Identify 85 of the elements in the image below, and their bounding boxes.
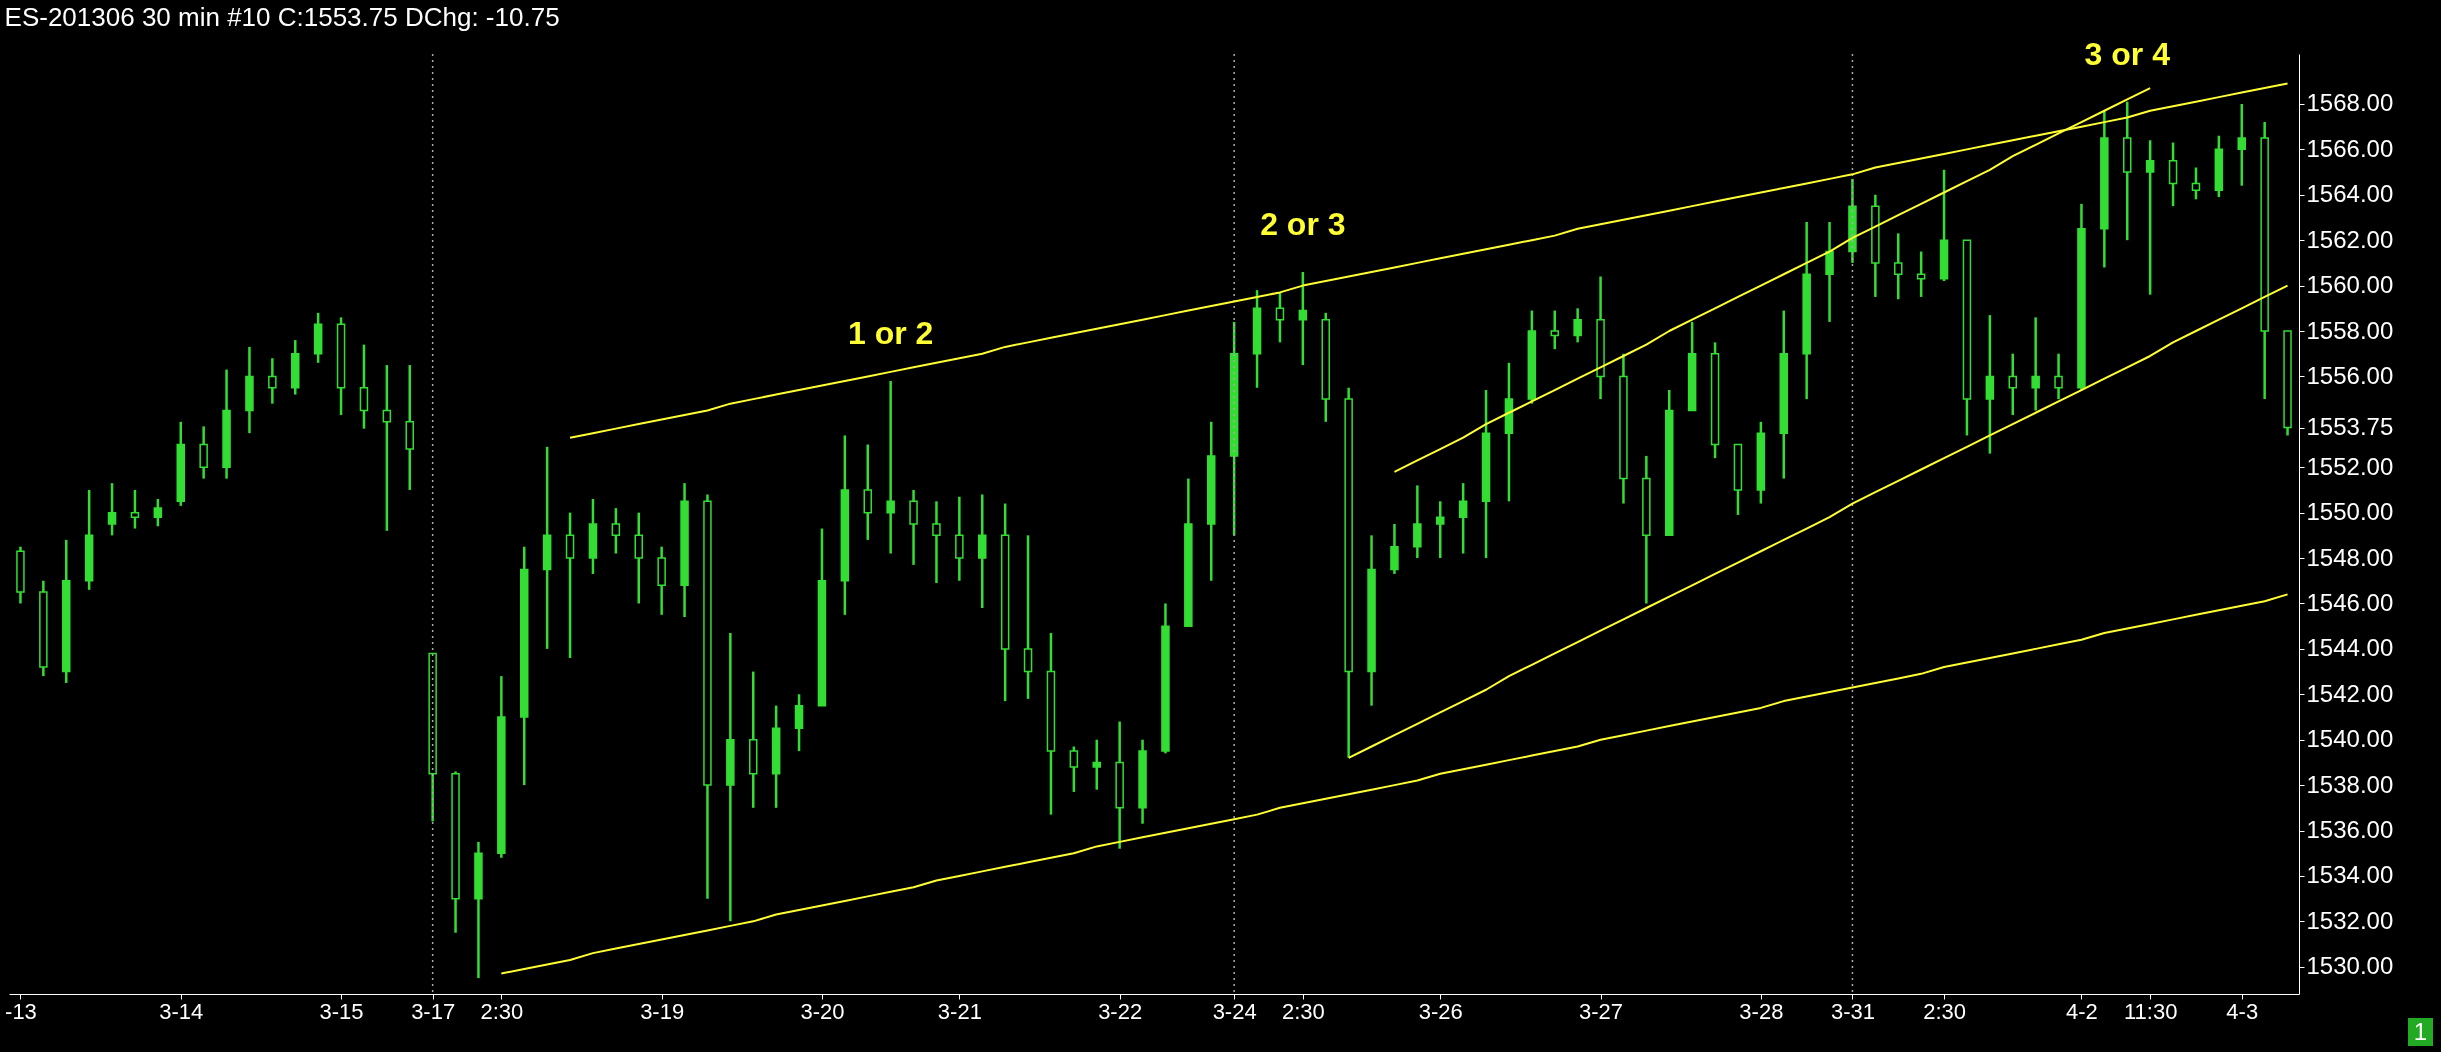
candlestick — [2237, 102, 2246, 187]
x-tick-label: 4-2 — [2066, 998, 2098, 1024]
annotation: 2 or 3 — [1260, 205, 1346, 242]
candlestick — [565, 511, 575, 660]
candlestick — [1573, 307, 1582, 344]
candlestick — [1092, 738, 1101, 791]
candlestick — [1894, 232, 1903, 301]
y-tick-label: 1560.00 — [2306, 271, 2394, 299]
candlestick — [955, 495, 964, 583]
candlestick — [1413, 484, 1422, 560]
x-tick-label: 2:30 — [480, 998, 524, 1024]
candlestick — [1916, 250, 1926, 299]
y-tick-label: 1530.00 — [2306, 952, 2394, 980]
line-series — [500, 593, 2289, 975]
text: 1 — [2407, 1018, 2433, 1046]
x-tick-label: 3-28 — [1739, 998, 1784, 1024]
x-tick-label: 3-15 — [319, 998, 364, 1024]
chart-title: ES-201306 30 min #10 C:1553.75 DChg: -10.75 — [4, 1, 560, 32]
candlestick — [909, 488, 918, 567]
line-series — [1347, 284, 2289, 759]
x-tick-label: 2:30 — [1281, 998, 1325, 1024]
candlestick — [130, 488, 140, 530]
x-tick-label: 3-27 — [1579, 998, 1624, 1024]
x-tick-label: 3-26 — [1418, 998, 1463, 1024]
y-tick-label: 1558.00 — [2306, 316, 2394, 344]
y-tick-label: 1552.00 — [2306, 452, 2394, 480]
y-tick-label: 1568.00 — [2306, 89, 2394, 117]
y-tick-label: 1562.00 — [2306, 225, 2394, 253]
y-tick-label: 1536.00 — [2306, 816, 2394, 844]
y-tick-label: 1540.00 — [2306, 725, 2394, 753]
candlestick — [1390, 522, 1399, 576]
y-tick-label: 1532.00 — [2306, 906, 2394, 934]
candlestick — [1023, 534, 1033, 701]
x-tick-label: 3-14 — [159, 998, 204, 1024]
x-tick-label: -13 — [5, 998, 37, 1024]
candlestick — [2145, 139, 2155, 296]
x-tick-label: 11:30 — [2123, 998, 2178, 1024]
x-tick-label: 3-22 — [1098, 998, 1143, 1024]
y-tick-label: 1564.00 — [2306, 180, 2394, 208]
candlestick — [634, 511, 643, 605]
candlestick — [2008, 352, 2017, 417]
x-tick-label: 3-21 — [937, 998, 982, 1024]
candlestick — [1825, 220, 1834, 324]
x-tick-label: 3-17 — [411, 998, 456, 1024]
candlestick — [1275, 291, 1285, 344]
y-tick-label: 1566.00 — [2306, 134, 2394, 162]
candlestick — [863, 443, 872, 542]
candlestick — [1550, 309, 1559, 351]
candlestick — [268, 357, 277, 405]
candlestick — [107, 481, 117, 537]
x-tick-label: 3-20 — [800, 998, 845, 1024]
candlestick — [978, 493, 987, 610]
candlestick — [1458, 481, 1468, 555]
x-tick-label: 2:30 — [1923, 998, 1966, 1024]
x-tick-label: 4-3 — [2226, 998, 2259, 1024]
candlestick — [153, 497, 163, 528]
candlestick — [932, 500, 941, 585]
candlestick — [611, 506, 621, 555]
candlestick — [1436, 500, 1445, 560]
candlestick — [359, 343, 369, 430]
x-tick-label: 3-19 — [640, 998, 685, 1024]
candlestick — [199, 425, 208, 480]
candlestick — [1298, 270, 1308, 367]
y-tick-label: 1542.00 — [2306, 679, 2394, 707]
x-tick-label: 3-24 — [1212, 998, 1257, 1024]
candlestick — [2054, 352, 2063, 401]
candlestick — [1985, 313, 1995, 455]
y-tick-label: 1553.75 — [2306, 413, 2394, 440]
candlestick — [886, 379, 895, 555]
annotation: 1 or 2 — [847, 314, 934, 351]
candlestick — [1069, 745, 1079, 794]
candlestick — [794, 693, 804, 753]
y-tick-label: 1546.00 — [2306, 588, 2394, 616]
y-tick-label: 1548.00 — [2306, 543, 2394, 571]
y-tick-label: 1550.00 — [2306, 498, 2394, 526]
candlestick — [2168, 141, 2178, 208]
y-tick-label: 1534.00 — [2306, 861, 2394, 889]
y-tick-label: 1538.00 — [2306, 770, 2394, 798]
candlestick — [2031, 316, 2040, 412]
x-tick-label: 3-31 — [1830, 998, 1875, 1024]
candlestick — [2191, 166, 2201, 201]
candlestick — [382, 363, 392, 533]
annotation: 3 or 4 — [2084, 35, 2171, 72]
y-tick-label: 1556.00 — [2306, 361, 2394, 389]
y-tick-label: 1544.00 — [2306, 634, 2394, 662]
